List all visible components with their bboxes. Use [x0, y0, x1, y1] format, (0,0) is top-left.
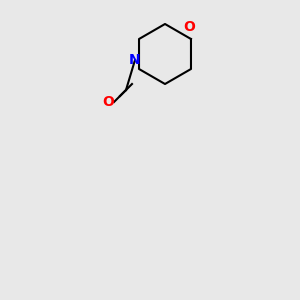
Text: N: N [129, 53, 141, 67]
Text: O: O [102, 95, 114, 109]
Text: O: O [183, 20, 195, 34]
